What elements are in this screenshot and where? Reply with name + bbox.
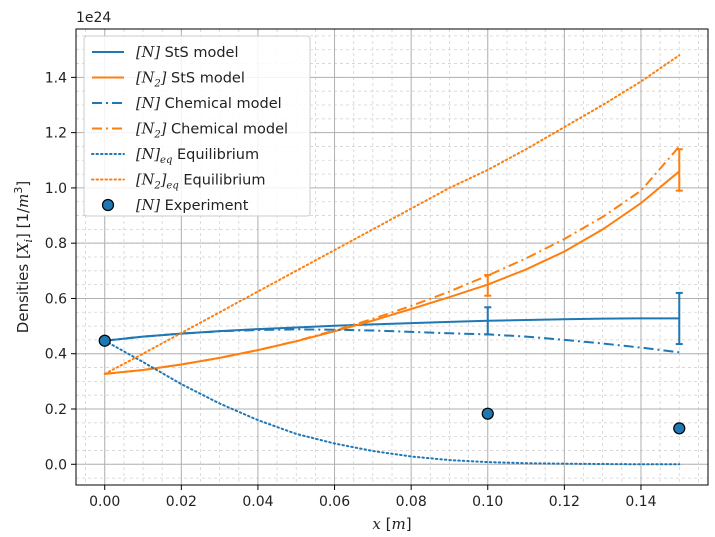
series-line [104,170,680,375]
legend-label: [N] Experiment [136,198,249,214]
y-axis-title: Densities [Xi] [1/m3] [12,181,35,333]
x-axis-title: x [m] [372,515,411,533]
x-tick-label: 0.10 [472,494,503,510]
legend-label: [N] Chemical model [136,96,282,112]
axis-ticks [71,76,642,490]
experiment-point [481,407,494,420]
legend-label: [N2]eq Equilibrium [136,173,266,192]
y-tick-label: 1.2 [45,126,67,142]
y-tick-label: 0.2 [45,402,67,418]
legend-box [83,35,311,217]
x-tick-label: 0.08 [396,494,427,510]
series-line [104,317,680,342]
y-tick-label: 1.4 [45,70,67,86]
legend-label: [N2] Chemical model [136,122,288,141]
x-tick-label: 0.00 [89,494,120,510]
series-line [103,54,681,375]
series-line [104,145,681,375]
legend-label: [N]eq Equilibrium [136,147,259,166]
y-tick-label: 0.6 [45,291,67,307]
x-tick-label: 0.04 [242,494,273,510]
y-tick-label: 1.0 [45,181,67,197]
x-tick-label: 0.06 [319,494,350,510]
y-offset-text: 1e24 [76,10,111,26]
x-tick-label: 0.14 [625,494,656,510]
legend-marker [101,198,115,212]
tick-labels: 0.00 0.02 0.04 0.06 0.08 0.10 0.12 0.14 0.0 0.2 0.… [45,70,657,510]
legend-label: [N] StS model [136,45,238,61]
y-tick-label: 0.8 [45,236,67,252]
x-tick-label: 0.02 [166,494,197,510]
legend-label: [N2] StS model [136,71,245,90]
series-line [103,339,681,466]
experiment-markers [98,334,686,435]
series-lines [103,54,681,466]
legend: [N] StS model [N2] StS model [N] Chemical … [83,35,311,217]
plot-frame [75,28,709,486]
experiment-point [98,334,111,347]
experiment-point [673,422,686,435]
y-tick-label: 0.0 [45,457,67,473]
series-line [104,328,680,354]
y-tick-label: 0.4 [45,347,67,363]
x-tick-label: 0.12 [549,494,580,510]
